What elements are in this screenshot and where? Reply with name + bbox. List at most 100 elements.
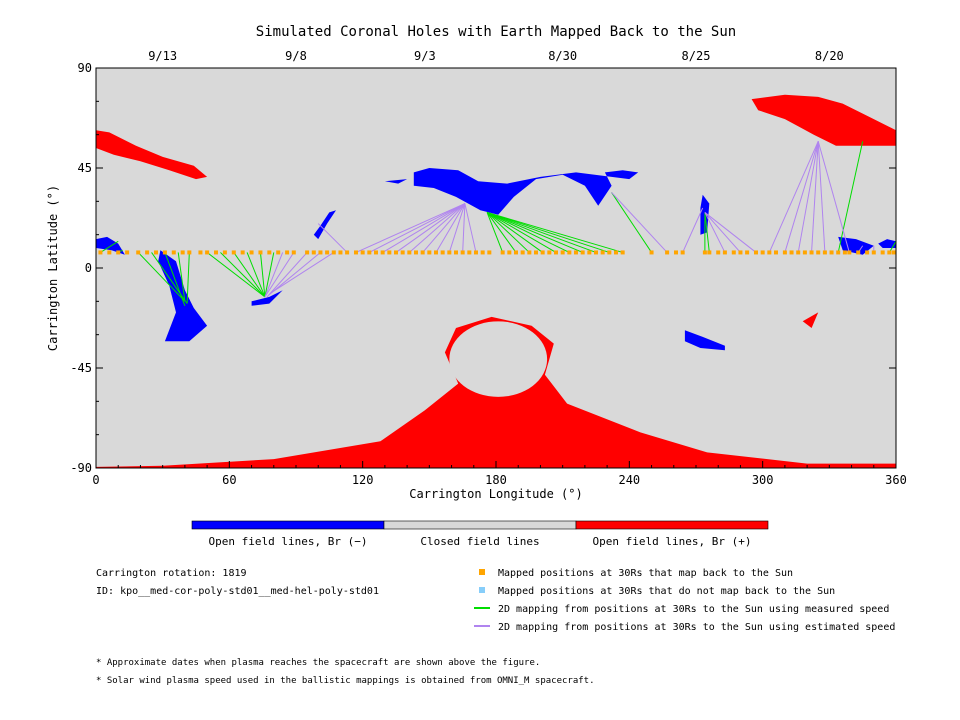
- mapped-position-72: [674, 250, 678, 255]
- note-speed: * Solar wind plasma speed used in the ba…: [96, 676, 595, 686]
- mapping-lines: [100, 141, 897, 306]
- mapping-line-estimated-15: [266, 252, 308, 298]
- mapped-position-31: [360, 250, 365, 255]
- mapping-line-measured-52: [837, 141, 864, 253]
- mapped-position-54: [520, 250, 525, 255]
- mapping-line-measured-31: [486, 212, 530, 253]
- mapped-position-77: [722, 250, 727, 255]
- mapped-position-50: [487, 250, 492, 255]
- mapped-position-22: [291, 250, 296, 255]
- coronal-hole-negative-12: [838, 236, 874, 255]
- top-date-label-5: 8/20: [815, 49, 844, 63]
- mapping-line-measured-5: [177, 252, 186, 302]
- mapped-position-79: [738, 250, 743, 255]
- coronal-hole-negative-7: [313, 210, 336, 240]
- mapped-position-25: [318, 250, 323, 255]
- mapped-position-58: [547, 250, 552, 255]
- mapped-position-45: [454, 250, 458, 255]
- mapped-position-65: [594, 250, 598, 255]
- y-axis-label: Carrington Latitude (°): [46, 185, 60, 351]
- coronal-hole-positive-0: [96, 130, 208, 180]
- mapping-line-measured-9: [233, 252, 266, 298]
- y-tick-label-90: 90: [78, 61, 92, 75]
- mapped-position-94: [842, 250, 847, 255]
- mapped-position-73: [680, 250, 685, 255]
- mapping-line-measured-10: [246, 252, 266, 298]
- mapped-position-49: [480, 250, 485, 255]
- mapped-position-84: [774, 250, 778, 255]
- mapping-line-measured-7: [206, 252, 266, 298]
- mapped-position-33: [374, 250, 378, 255]
- mapped-position-67: [607, 250, 612, 255]
- mapped-position-46: [460, 250, 465, 255]
- mapping-line-estimated-45: [704, 212, 741, 253]
- mapping-line-estimated-27: [462, 203, 466, 253]
- mapped-position-32: [367, 250, 372, 255]
- mapping-line-estimated-41: [682, 207, 704, 253]
- mapped-position-5: [145, 250, 150, 255]
- mapped-position-90: [816, 250, 821, 255]
- mapping-line-measured-12: [264, 252, 275, 297]
- colorbar-closed: [383, 520, 577, 530]
- mapping-line-estimated-20: [369, 203, 466, 253]
- mapping-line-estimated-48: [784, 141, 819, 253]
- mapped-position-99: [880, 250, 885, 255]
- x-tick-label-180: 180: [485, 473, 507, 487]
- mapping-line-measured-34: [486, 211, 570, 253]
- mapped-position-88: [802, 250, 807, 255]
- legend-unmapped-label: Mapped positions at 30Rs that do not map…: [498, 586, 835, 597]
- mapped-position-15: [231, 250, 236, 255]
- mapped-position-68: [614, 250, 618, 255]
- mapping-line-measured-6: [186, 252, 190, 304]
- mapping-line-estimated-50: [811, 141, 819, 253]
- mapped-position-78: [731, 250, 736, 255]
- mapped-position-38: [407, 250, 412, 255]
- mapped-position-13: [214, 250, 218, 255]
- mapped-position-56: [534, 250, 538, 255]
- coronal-hole-negative-11: [684, 330, 725, 351]
- mapping-line-estimated-44: [704, 212, 726, 253]
- mapped-position-47: [467, 250, 472, 255]
- x-axis: 0 60 120 180 240 300 360: [92, 461, 907, 487]
- mapping-line-estimated-26: [448, 203, 466, 253]
- mapped-position-85: [782, 250, 787, 255]
- mapping-line-estimated-40: [611, 192, 668, 253]
- mapped-position-42: [434, 250, 438, 255]
- mapped-position-62: [574, 250, 578, 255]
- mapped-position-81: [754, 250, 758, 255]
- y-tick-label--90: -90: [70, 461, 92, 475]
- mapped-position-98: [871, 250, 876, 255]
- y-tick-label-45: 45: [78, 161, 92, 175]
- mapping-line-estimated-18: [317, 223, 348, 253]
- colorbar-negative: [191, 520, 385, 530]
- coronal-hole-positive-1: [751, 94, 896, 146]
- mapping-line-estimated-19: [355, 203, 466, 253]
- mapping-line-estimated-24: [422, 203, 466, 253]
- mapped-position-8: [171, 250, 176, 255]
- mapping-line-measured-39: [611, 192, 652, 253]
- top-date-label-3: 8/30: [548, 49, 577, 63]
- mapped-position-87: [796, 250, 801, 255]
- mapped-position-66: [600, 250, 605, 255]
- mapped-position-34: [380, 250, 385, 255]
- mapped-position-40: [420, 250, 425, 255]
- mapped-position-0: [98, 250, 103, 255]
- mapped-position-64: [587, 250, 592, 255]
- mapped-position-93: [836, 250, 841, 255]
- mapped-position-57: [540, 250, 545, 255]
- x-tick-label-240: 240: [618, 473, 640, 487]
- mapping-line-estimated-46: [704, 212, 757, 253]
- mapped-positions: [98, 250, 896, 255]
- mapped-position-11: [198, 250, 203, 255]
- mapping-line-measured-43: [704, 212, 710, 253]
- closed-field-hole: [449, 321, 548, 397]
- mapped-position-1: [107, 250, 112, 255]
- mapped-position-4: [136, 250, 141, 255]
- mapping-line-estimated-21: [382, 203, 466, 253]
- legend-measured-label: 2D mapping from positions at 30Rs to the…: [498, 604, 889, 615]
- mapping-line-estimated-47: [768, 141, 819, 253]
- mapping-line-estimated-28: [464, 203, 477, 253]
- chart-title: Simulated Coronal Holes with Earth Mappe…: [256, 24, 736, 40]
- mapping-line-estimated-13: [264, 252, 284, 298]
- mapping-line-measured-35: [486, 211, 583, 253]
